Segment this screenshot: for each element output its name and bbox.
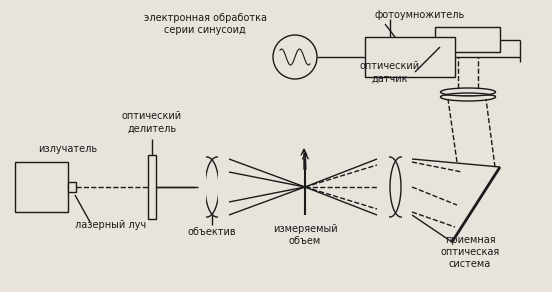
Text: фотоумножитель: фотоумножитель	[375, 10, 465, 20]
Bar	[365, 37, 455, 77]
Text: объектив: объектив	[188, 227, 236, 237]
Bar	[15, 162, 68, 212]
Text: излучатель: излучатель	[38, 144, 97, 154]
Bar	[435, 27, 500, 52]
Text: оптический
делитель: оптический делитель	[122, 111, 182, 133]
Bar	[402, 155, 414, 219]
Text: оптический
датчик: оптический датчик	[360, 61, 420, 83]
Bar	[218, 155, 231, 219]
Text: лазерный луч: лазерный луч	[75, 220, 146, 230]
Text: электронная обработка
серии синусоид: электронная обработка серии синусоид	[144, 13, 267, 35]
Bar	[68, 182, 76, 192]
Bar	[193, 155, 206, 219]
Bar	[377, 155, 389, 219]
Bar	[148, 155, 156, 219]
Text: измеряемый
объем: измеряемый объем	[273, 224, 337, 246]
Text: приемная
оптическая
система: приемная оптическая система	[440, 234, 500, 270]
